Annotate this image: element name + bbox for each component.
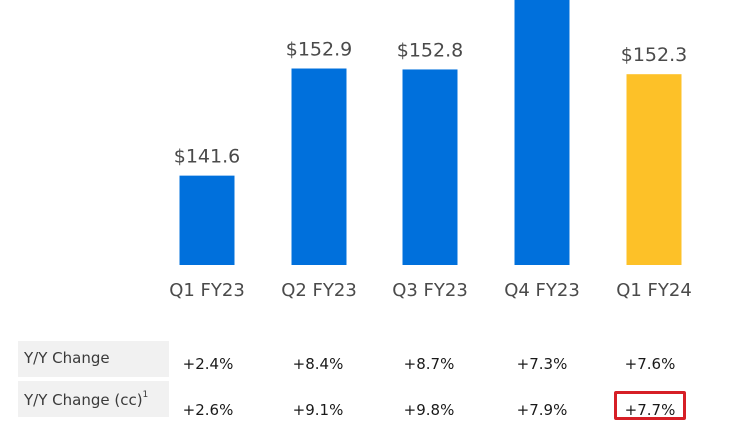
cell-yy-change-q1-fy24: +7.6% [624, 355, 676, 373]
cell-yy-change-cc-q3-fy23: +9.8% [403, 401, 455, 419]
row-label-text: Y/Y Change [24, 349, 110, 367]
bar-value-label: $152.8 [397, 39, 463, 61]
cell-yy-change-q2-fy23: +8.4% [292, 355, 344, 373]
category-label: Q1 FY24 [616, 280, 692, 301]
cell-yy-change-q3-fy23: +8.7% [403, 355, 455, 373]
cell-yy-change-q1-fy23: +2.4% [182, 355, 234, 373]
category-label: Q2 FY23 [281, 280, 357, 301]
bar-q4-fy23 [514, 0, 570, 265]
row-label-background-yy-change [18, 341, 169, 377]
bar-value-label: $152.9 [286, 39, 352, 61]
bar-q2-fy23 [291, 68, 347, 266]
cell-yy-change-cc-q1-fy23: +2.6% [182, 401, 234, 419]
category-label: Q4 FY23 [504, 280, 580, 301]
highlight-box [614, 391, 686, 420]
cell-yy-change-cc-q4-fy23: +7.9% [516, 401, 568, 419]
row-label-text: Y/Y Change (cc) [24, 391, 143, 409]
cell-yy-change-cc-q2-fy23: +9.1% [292, 401, 344, 419]
category-label: Q1 FY23 [169, 280, 245, 301]
revenue-bar-chart: $141.6 Q1 FY23 $152.9 Q2 FY23 $152.8 Q3 FY23 $… [169, 0, 692, 301]
category-label: Q3 FY23 [392, 280, 468, 301]
bar-q3-fy23 [402, 69, 458, 266]
footnote-marker: 1 [142, 390, 149, 400]
bar-q1-fy24 [626, 74, 682, 265]
cell-yy-change-q4-fy23: +7.3% [516, 355, 568, 373]
bar-q1-fy23 [179, 175, 235, 265]
cell-yy-change-cc-q1-fy24: +7.7% [624, 401, 676, 419]
row-label-yy-change: Y/Y Change [24, 349, 110, 367]
bar-value-label: $141.6 [174, 146, 240, 168]
bar-value-label: $152.3 [621, 44, 687, 66]
row-label-yy-change-cc: Y/Y Change (cc)1 [24, 390, 149, 409]
row-label-background-yy-change-cc [18, 381, 169, 417]
